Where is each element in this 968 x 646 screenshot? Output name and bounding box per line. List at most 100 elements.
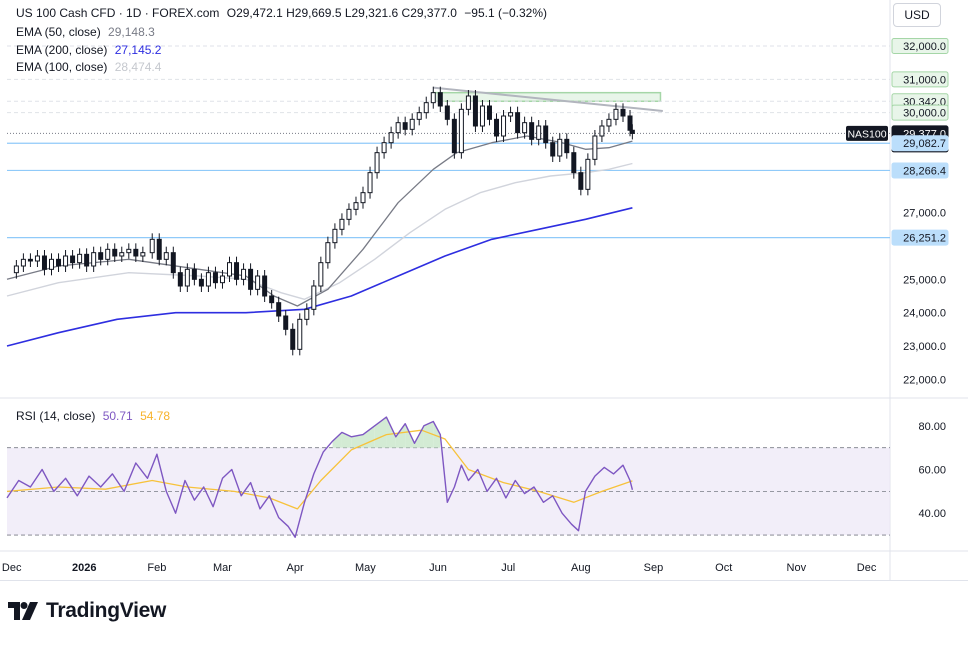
price-badge-label: 32,000.0 [903, 41, 946, 53]
price-tick-label: 25,000.0 [903, 274, 946, 286]
candle-body [283, 315, 289, 330]
rsi-legend[interactable]: RSI (14, close) 50.71 54.78 [16, 409, 174, 423]
price-badge [891, 229, 949, 246]
symbol-label[interactable]: US 100 Cash CFD · 1D · FOREX.com [16, 6, 220, 20]
tradingview-logo[interactable]: TradingView [8, 598, 166, 624]
candle-body [437, 92, 443, 107]
candle-body [402, 122, 408, 130]
price-badge-label: 29,082.7 [903, 138, 946, 150]
candle-body [227, 262, 233, 277]
candle-body [346, 208, 352, 220]
candle-body [311, 285, 317, 310]
candle-body [409, 118, 415, 130]
tradingview-logo-icon [8, 602, 38, 620]
candle-body [198, 278, 204, 287]
ema100-value: 28,474.4 [114, 60, 162, 74]
rsi-overbought-fill [423, 421, 434, 448]
candle-body [41, 255, 47, 270]
change-value: −95.1 (−0.32%) [464, 6, 547, 20]
resistance-trendline [433, 86, 663, 112]
candle-body [248, 268, 254, 290]
candle-body [339, 218, 345, 230]
price-tick-label: 22,000.0 [903, 374, 946, 386]
candle-body [367, 172, 373, 194]
candle-body [486, 105, 492, 120]
candle-body [184, 268, 190, 287]
rsi-tick-label: 60.00 [918, 465, 946, 477]
candle-body [627, 115, 633, 131]
time-axis-label: Feb [147, 562, 166, 574]
candle-body [177, 272, 183, 287]
price-badge [891, 162, 949, 179]
candle-body [140, 252, 146, 257]
candle-body [494, 118, 500, 137]
candle-body [91, 252, 97, 267]
candle-body [255, 275, 261, 290]
candle-body [325, 242, 331, 264]
rsi-overbought-fill [374, 417, 387, 448]
candle-body [170, 252, 176, 274]
candle-body [112, 248, 118, 257]
price-badge-label: 26,251.2 [903, 233, 946, 245]
time-axis-label: 2026 [72, 562, 96, 574]
candle-body [564, 138, 570, 154]
candle-body [318, 262, 324, 287]
rsi-overbought-fill [332, 432, 342, 448]
time-axis-label: Aug [571, 562, 591, 574]
candle-body [430, 92, 436, 104]
candle-body [620, 108, 626, 117]
ema100-line [6, 162, 633, 300]
time-axis-label: Dec [2, 562, 22, 574]
candle-body [27, 258, 33, 262]
price-badge [891, 38, 949, 54]
time-axis-label: Sep [644, 562, 664, 574]
ema200-legend[interactable]: EMA (200, close) 27,145.2 [16, 43, 165, 57]
ema100-legend[interactable]: EMA (100, close) 28,474.4 [16, 60, 165, 74]
candle-body [133, 248, 139, 257]
candle-body [63, 255, 69, 267]
candle-body [353, 202, 359, 210]
candle-body [191, 268, 197, 280]
symbol-header: US 100 Cash CFD · 1D · FOREX.com O29,472… [16, 6, 551, 20]
candle-body [416, 112, 422, 120]
candle-body [219, 275, 225, 284]
ema100-label: EMA (100, close) [16, 60, 108, 74]
candle-body [156, 238, 162, 260]
rsi-overbought-fill [363, 425, 375, 448]
candle-body [543, 125, 549, 144]
candle-body [465, 95, 471, 110]
candle-body [205, 272, 211, 287]
price-tick-label: 27,000.0 [903, 208, 946, 220]
candle-body [444, 105, 450, 120]
symbol-tag-label: NAS100 [847, 128, 886, 140]
candle-body [472, 95, 478, 127]
currency-button[interactable]: USD [893, 3, 941, 27]
chart-bottom-border [0, 580, 968, 581]
candle-body [613, 108, 619, 120]
rsi-tick-label: 80.00 [918, 421, 946, 433]
candle-body [360, 192, 366, 204]
candle-body [571, 152, 577, 174]
ema50-legend[interactable]: EMA (50, close) 29,148.3 [16, 25, 159, 39]
candle-body [423, 102, 429, 114]
price-tick-label: 24,000.0 [903, 308, 946, 320]
ema200-value: 27,145.2 [114, 43, 162, 57]
time-axis-label: Nov [787, 562, 807, 574]
candle-body [451, 118, 457, 154]
candle-body [599, 125, 605, 137]
candle-body [276, 302, 282, 317]
price-badge [891, 104, 949, 121]
candle-body [262, 275, 268, 297]
candle-body [536, 125, 542, 140]
candle-body [501, 115, 507, 137]
rsi-line [6, 416, 634, 538]
candle-body [163, 252, 169, 260]
price-badge-label: 30,000.0 [903, 108, 946, 120]
candle-body [332, 228, 338, 244]
ema200-label: EMA (200, close) [16, 43, 108, 57]
time-axis-label: Dec [857, 562, 877, 574]
candle-body [557, 138, 563, 157]
candle-body [529, 122, 535, 140]
candle-body [629, 129, 635, 134]
